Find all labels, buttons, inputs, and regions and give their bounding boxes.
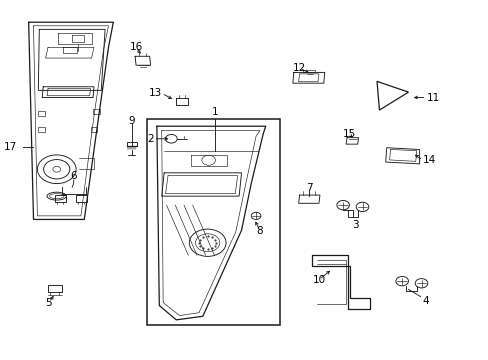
- Text: 6: 6: [70, 171, 77, 181]
- Text: 15: 15: [342, 129, 355, 139]
- Bar: [147, 119, 280, 325]
- Text: 17: 17: [3, 142, 17, 152]
- Text: 8: 8: [256, 226, 263, 236]
- Text: 12: 12: [292, 63, 305, 73]
- Text: 14: 14: [422, 155, 435, 165]
- Bar: [38, 111, 44, 116]
- Bar: [38, 127, 44, 132]
- Bar: [93, 109, 100, 114]
- Bar: [126, 141, 136, 146]
- Bar: [48, 285, 61, 292]
- Bar: [55, 195, 66, 202]
- Text: 1: 1: [211, 107, 218, 117]
- Text: 9: 9: [128, 116, 135, 126]
- Bar: [76, 195, 86, 202]
- Text: 5: 5: [45, 298, 52, 308]
- Text: 13: 13: [148, 88, 162, 98]
- Text: 4: 4: [421, 296, 428, 306]
- Text: 2: 2: [146, 134, 153, 144]
- Text: 3: 3: [351, 220, 358, 230]
- Text: 11: 11: [426, 93, 439, 103]
- Text: 10: 10: [312, 275, 325, 285]
- Text: 16: 16: [129, 42, 142, 52]
- Bar: [90, 127, 97, 132]
- Text: 7: 7: [305, 183, 312, 193]
